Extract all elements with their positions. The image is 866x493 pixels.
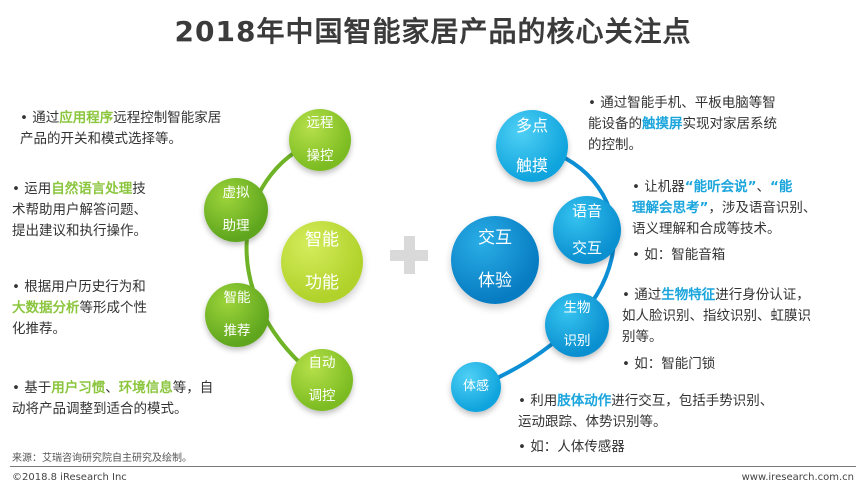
node-remote-control: 远程 操控 — [289, 109, 351, 171]
right-bullet-voice: • 让机器“能听会说”、“能 理解会思考”，涉及语音识别、 语义理解和合成等技术。 — [632, 179, 817, 237]
right-bullet-motion: • 利用肢体动作进行交互，包括手势识别、 运动跟踪、体势识别等。 — [518, 393, 774, 430]
left-bullet-auto: • 基于用户习惯、环境信息等，自 动将产品调整到适合的模式。 — [12, 380, 214, 417]
node-biometric: 生物 识别 — [545, 293, 609, 357]
bullet-dot: • — [20, 110, 33, 126]
node-virtual-assistant-label: 虚拟 助理 — [222, 184, 250, 235]
smart-function-circle: 智能 功能 — [281, 221, 363, 303]
left-bullet-remote: • 通过应用程序远程控制智能家居 产品的开关和模式选择等。 — [20, 110, 222, 147]
interaction-experience-circle: 交互 体验 — [451, 216, 539, 304]
footer-divider — [10, 466, 856, 467]
node-virtual-assistant: 虚拟 助理 — [204, 178, 268, 242]
right-example-lock: • 如：智能门锁 — [622, 356, 716, 372]
right-bullet-biometric: • 通过生物特征进行身份认证， 如人脸识别、指纹识别、虹膜识 别等。 — [622, 287, 811, 345]
bullet-dot: • — [622, 287, 635, 303]
bullet-dot: • — [632, 179, 645, 195]
right-bullet-touch: • 通过智能手机、平板电脑等智 能设备的触摸屏实现对家居系统 的控制。 — [588, 95, 777, 153]
bullet-dot: • — [518, 439, 531, 455]
node-motion-sensing: 体感 — [451, 362, 501, 412]
left-bullet-assistant: • 运用自然语言处理技 术帮助用户解答问题、 提出建议和执行操作。 — [12, 181, 147, 239]
left-bullet-recommend: • 根据用户历史行为和 大数据分析等形成个性 化推荐。 — [12, 279, 147, 337]
left-arc — [244, 138, 322, 382]
website: www.iresearch.com.cn — [741, 472, 854, 483]
bullet-dot: • — [588, 95, 601, 111]
page-title: 2018年中国智能家居产品的核心关注点 — [174, 15, 692, 48]
smart-function-label: 智能 功能 — [305, 230, 339, 293]
bullet-dot: • — [518, 393, 531, 409]
node-remote-control-label: 远程 操控 — [306, 114, 334, 165]
bullet-dot: • — [12, 279, 25, 295]
right-example-sensor: • 如：人体传感器 — [518, 439, 625, 455]
bullet-dot: • — [12, 380, 25, 396]
node-biometric-label: 生物 识别 — [563, 299, 591, 350]
node-multi-touch: 多点 触摸 — [496, 110, 568, 182]
node-smart-recommend-label: 智能 推荐 — [223, 289, 251, 340]
node-smart-recommend: 智能 推荐 — [205, 283, 269, 347]
node-voice-interaction-label: 语音 交互 — [571, 201, 602, 258]
node-auto-adjust: 自动 调控 — [291, 349, 353, 411]
node-auto-adjust-label: 自动 调控 — [308, 354, 336, 405]
source-note: 来源：艾瑞咨询研究院自主研究及绘制。 — [12, 453, 192, 464]
right-example-speaker: • 如：智能音箱 — [632, 247, 726, 263]
node-motion-sensing-label: 体感 — [462, 378, 489, 394]
bullet-dot: • — [12, 181, 25, 197]
bullet-dot: • — [622, 356, 635, 372]
interaction-experience-label: 交互 体验 — [478, 228, 512, 291]
copyright: ©2018.8 iResearch Inc — [12, 472, 127, 483]
right-arc — [474, 148, 617, 390]
bullet-dot: • — [632, 247, 645, 263]
node-voice-interaction: 语音 交互 — [553, 196, 621, 264]
node-multi-touch-label: 多点 触摸 — [515, 116, 548, 175]
